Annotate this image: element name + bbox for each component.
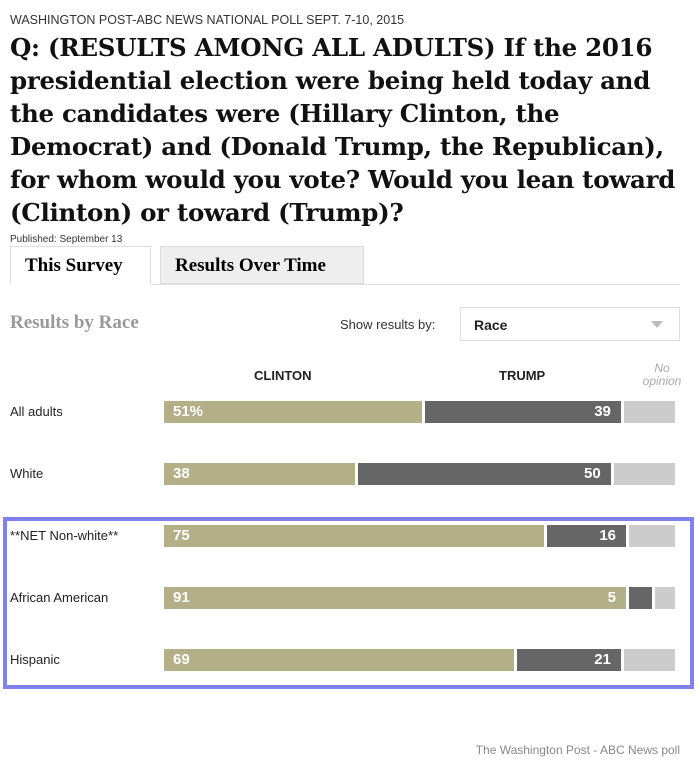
data-label: 75 [173, 527, 190, 544]
bar-no-opinion [623, 401, 675, 423]
bar-clinton [164, 463, 356, 485]
tab-results-over-time[interactable]: Results Over Time [160, 246, 364, 284]
bar-trump [516, 649, 621, 671]
tab-bar: This Survey Results Over Time [10, 246, 680, 285]
bar-trump [358, 463, 611, 485]
highlight-box [3, 517, 694, 689]
bar-trump [547, 525, 626, 547]
select-value: Race [474, 317, 508, 333]
bar-clinton [164, 587, 626, 609]
data-label: 38 [173, 465, 190, 482]
legend-trump: TRUMP [499, 368, 546, 383]
legend-no-opinion: No opinion [640, 362, 684, 388]
bar-clinton [164, 401, 422, 423]
bar-no-opinion [629, 525, 675, 547]
show-results-by-label: Show results by: [340, 317, 436, 332]
bar-no-opinion [654, 587, 675, 609]
bar-clinton [164, 649, 514, 671]
row-label: All adults [10, 404, 63, 419]
bar-clinton [164, 525, 545, 547]
bar-no-opinion [613, 463, 675, 485]
tab-this-survey[interactable]: This Survey [10, 246, 151, 285]
row-label: Hispanic [10, 652, 60, 667]
data-label: 50 [584, 465, 601, 482]
published-date: Published: September 13 [10, 234, 123, 245]
data-label: 51% [173, 403, 204, 420]
data-label: 69 [173, 651, 190, 668]
data-label: 91 [173, 589, 190, 606]
data-label: 16 [599, 527, 617, 544]
question-title: Q: (RESULTS AMONG ALL ADULTS) If the 201… [10, 33, 676, 227]
results-by-select[interactable]: Race [460, 307, 680, 341]
legend-no-opinion-text: No opinion [642, 361, 682, 388]
data-label: 39 [594, 403, 611, 420]
source-credit: The Washington Post - ABC News poll [475, 743, 680, 757]
bar-trump [629, 587, 652, 609]
section-title: Results by Race [10, 312, 139, 333]
bar-no-opinion [623, 649, 675, 671]
data-label: 21 [594, 651, 611, 668]
row-label: African American [10, 590, 109, 605]
data-label: 5 [607, 589, 617, 606]
poll-kicker: WASHINGTON POST-ABC NEWS NATIONAL POLL S… [10, 13, 405, 27]
bar-trump [424, 401, 621, 423]
row-label: **NET Non-white** [10, 528, 119, 543]
row-label: White [10, 466, 44, 481]
chevron-down-icon [651, 321, 663, 328]
legend-clinton: CLINTON [254, 368, 312, 383]
